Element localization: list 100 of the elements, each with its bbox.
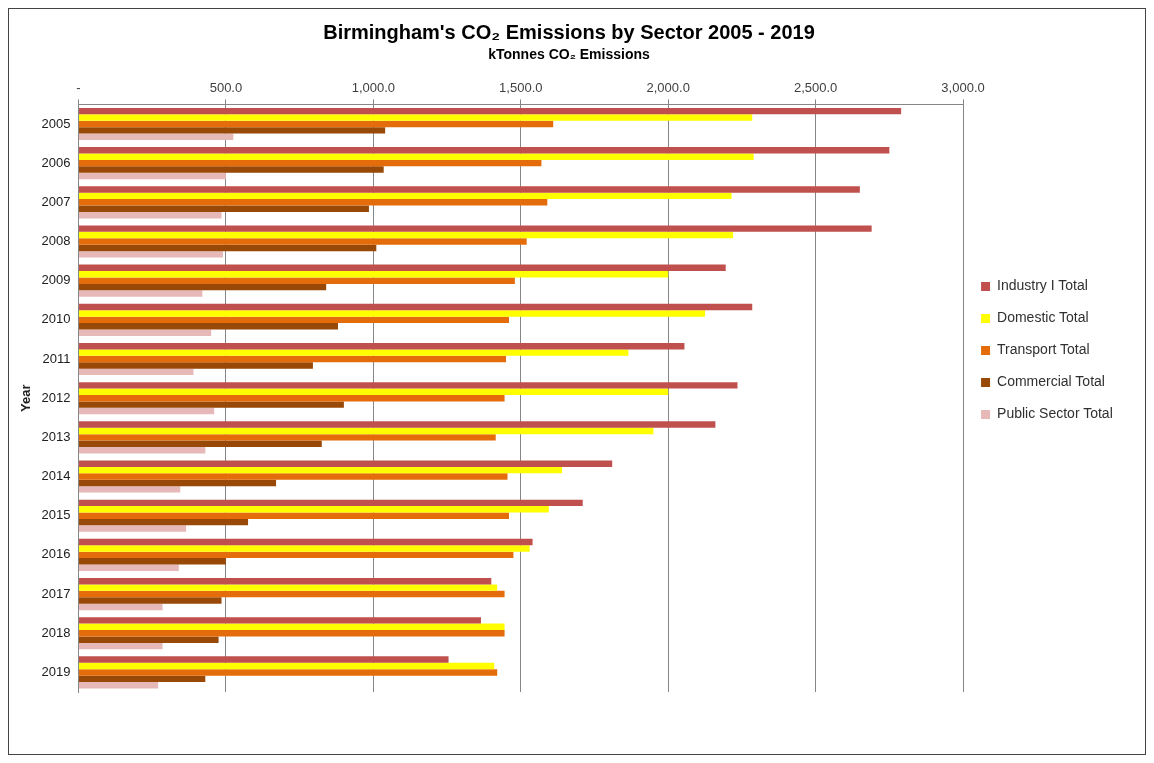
bar [79,603,163,611]
bar [79,486,181,493]
bar [79,479,277,487]
bar [79,447,206,454]
bar [79,290,203,297]
bar [79,310,706,317]
y-tick-label: 2017 [41,585,71,601]
bar [79,186,860,193]
y-tick-label: 2016 [41,546,71,562]
bar [79,675,206,683]
y-tick-label: 2015 [41,507,71,523]
bar [79,231,734,239]
x-tick-label: 2,000.0 [646,80,690,96]
legend-label: Domestic Total [997,309,1089,326]
bar [79,656,449,663]
bar [79,460,613,467]
bar [79,172,226,180]
bar [79,682,159,689]
chart-title: Birmingham's CO₂ Emissions by Sector 2005 - 2019 [323,20,815,43]
x-tick-label: 1,000.0 [351,80,396,96]
legend-label: Transport Total [997,341,1090,358]
bar [79,114,753,121]
bar [79,211,222,219]
bar [79,388,669,395]
bar [79,192,732,200]
bar [79,355,507,363]
bar [79,518,249,526]
x-tick-label: 2,500.0 [793,80,838,96]
bar [79,251,223,258]
y-tick-label: 2007 [41,193,71,209]
y-tick-label: 2019 [41,663,71,679]
bar [79,642,163,650]
bar [79,421,716,428]
bar [79,440,322,448]
bar [79,147,890,154]
y-tick-label: 2013 [41,428,71,444]
bar [79,597,222,604]
bar [79,166,384,173]
legend-label: Commercial Total [997,373,1105,390]
bar [79,277,515,284]
bar [79,382,738,389]
x-tick-label: 500.0 [209,80,243,96]
bar [79,120,554,128]
bar [79,368,194,376]
y-tick-label: 2012 [41,389,71,405]
bar [79,551,514,559]
y-tick-label: 2009 [41,272,71,288]
bar [79,525,187,532]
bar [79,316,509,324]
bar [79,205,369,212]
y-tick-label: 2018 [41,624,71,640]
bar [79,564,179,571]
bar [79,394,505,402]
bar [79,545,530,552]
bar [79,506,549,513]
bar [79,407,215,415]
x-tick-label: 1,500.0 [499,80,543,96]
bar [79,283,327,291]
chart-subtitle: kTonnes CO₂ Emissions [488,46,650,63]
bar [79,512,509,519]
bar [79,466,563,474]
bar [79,558,226,565]
bar [79,362,313,369]
y-tick-label: 2008 [41,233,71,249]
bar [79,153,754,160]
bar [79,617,481,624]
bar [79,630,505,637]
bar [79,342,685,350]
bar [79,323,338,330]
bar [79,427,654,435]
y-axis-title: Year [18,384,34,412]
y-tick-label: 2014 [41,468,71,484]
bar [79,623,505,631]
legend-label: Public Sector Total [997,405,1113,422]
y-tick-label: 2006 [41,154,71,170]
bar [79,107,902,115]
bar [79,584,498,591]
bar [79,349,629,356]
bar [79,473,508,480]
bar [79,199,548,206]
x-tick-label: 3,000.0 [941,80,985,96]
bar [79,434,496,441]
bar [79,662,495,670]
bar [79,499,583,507]
bar [79,127,386,134]
bar [79,329,212,336]
legend-label: Industry I Total [997,277,1088,294]
bar [79,225,872,232]
y-tick-label: 2005 [41,115,71,131]
bar [79,303,753,311]
bar [79,159,542,167]
bar [79,636,219,643]
bar [79,401,344,408]
x-tick-label: - [76,80,81,96]
bar [79,271,669,278]
bar [79,578,492,585]
bar [79,590,505,598]
bar [79,244,377,252]
bar [79,238,527,245]
bar [79,538,533,546]
